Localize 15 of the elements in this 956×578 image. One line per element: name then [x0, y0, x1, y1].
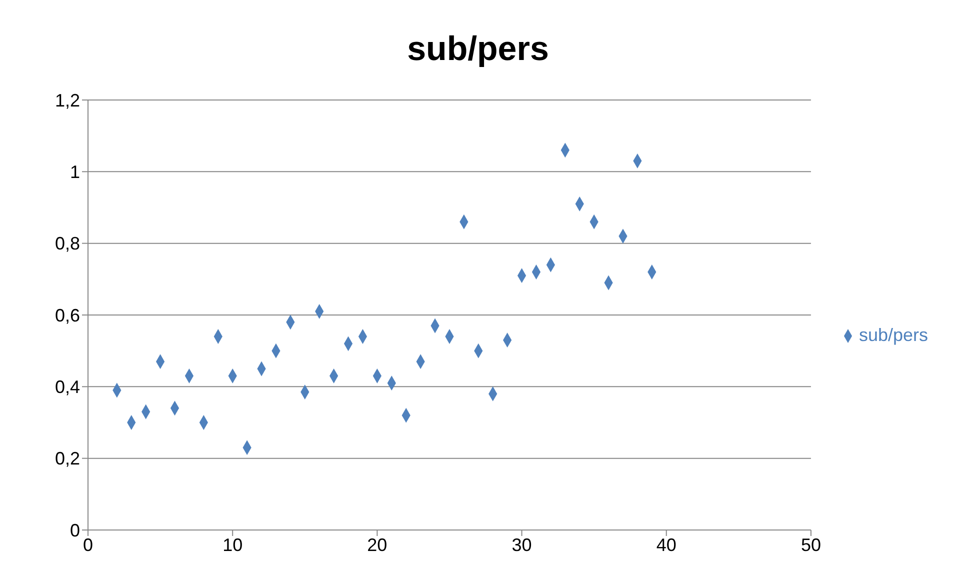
- x-tick-label: 0: [82, 534, 94, 555]
- y-tick-label: 1: [70, 162, 80, 182]
- x-tick-label: 30: [512, 534, 532, 555]
- x-tick-label: 10: [222, 534, 243, 555]
- legend-label: sub/pers: [858, 324, 928, 344]
- y-tick-label: 1,2: [54, 90, 80, 110]
- y-tick-label: 0,4: [54, 377, 80, 398]
- y-tick-label: 0,2: [54, 448, 80, 469]
- x-tick-label: 40: [656, 534, 676, 555]
- x-tick-label: 20: [367, 534, 388, 555]
- chart-title: sub/pers: [406, 29, 550, 70]
- x-tick-label: 50: [800, 534, 821, 555]
- y-tick-label: 0,6: [54, 305, 80, 326]
- y-tick-label: 0,8: [54, 234, 80, 254]
- y-tick-label: 0: [70, 520, 80, 540]
